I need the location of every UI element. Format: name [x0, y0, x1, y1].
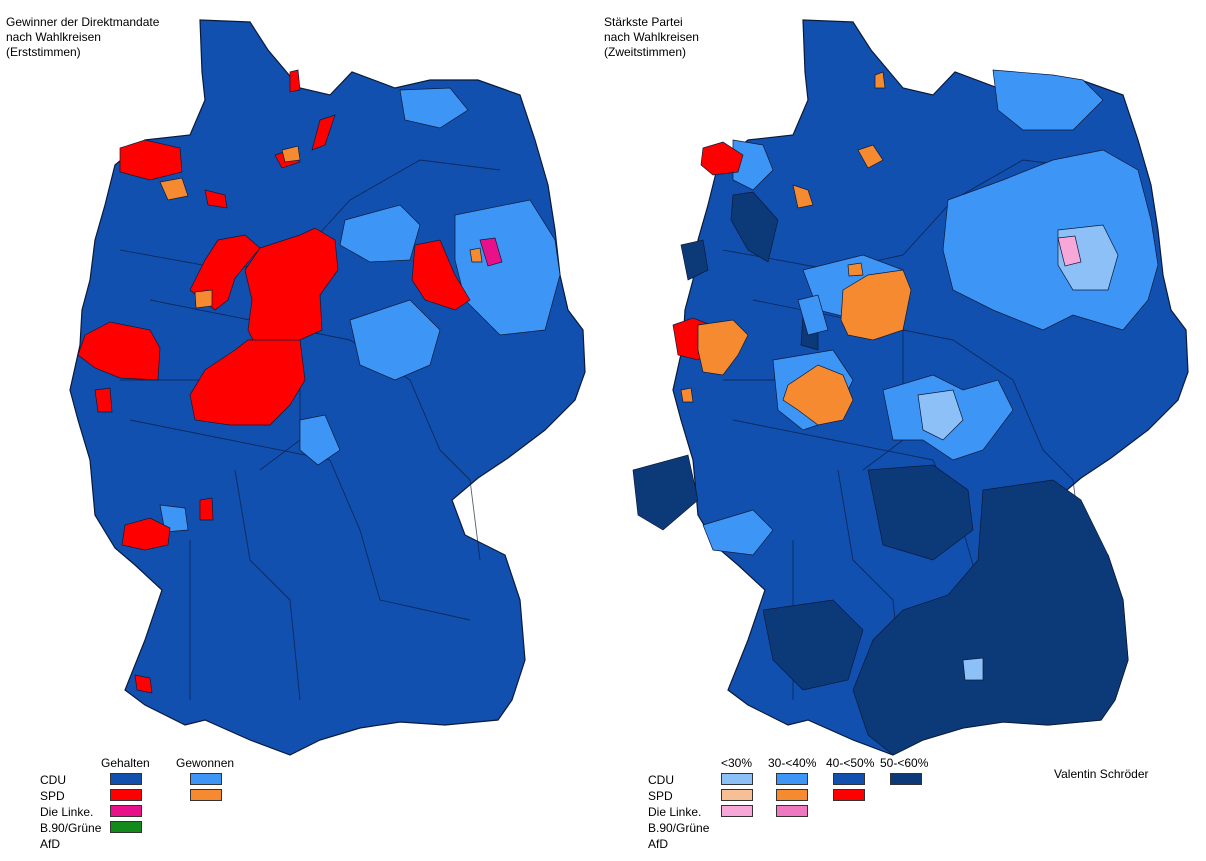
legend-swatch-spd-0 — [721, 789, 753, 801]
left-map-regions — [77, 69, 561, 694]
right-legend-party-gruene: B.90/Grüne — [648, 821, 710, 835]
left-legend-party-spd: SPD — [40, 789, 65, 803]
legend-swatch-spd-0 — [110, 789, 142, 801]
left-legend-header-held: Gehalten — [101, 756, 150, 770]
right-legend-header-50-60: 50-<60% — [880, 756, 929, 770]
right-map-regions — [632, 69, 1159, 756]
right-legend-party-linke: Die Linke. — [648, 805, 702, 819]
legend-swatch-die-linke--0 — [110, 805, 142, 817]
legend-swatch-cdu-3 — [890, 773, 922, 785]
right-constituency-map — [632, 19, 1189, 756]
legend-swatch-die-linke--0 — [721, 805, 753, 817]
right-legend-party-afd: AfD — [648, 837, 669, 851]
legend-swatch-cdu-1 — [190, 773, 222, 785]
left-legend-header-won: Gewonnen — [176, 756, 235, 770]
right-legend-header-40-50: 40-<50% — [826, 756, 875, 770]
right-map-title: Stärkste Partei nach Wahlkreisen (Zweits… — [604, 15, 699, 59]
left-map-title: Gewinner der Direktmandate nach Wahlkrei… — [6, 15, 160, 59]
legend-swatch-cdu-0 — [721, 773, 753, 785]
legend-swatch-die-linke--1 — [776, 805, 808, 817]
left-legend-party-linke: Die Linke. — [40, 805, 94, 819]
legend-swatch-spd-2 — [833, 789, 865, 801]
author-credit: Valentin Schröder — [1054, 767, 1149, 781]
right-legend-header-30-40: 30-<40% — [768, 756, 817, 770]
left-constituency-map — [69, 19, 586, 756]
right-legend-header-lt30: <30% — [721, 756, 753, 770]
legend-swatch-spd-1 — [190, 789, 222, 801]
legend-swatch-cdu-1 — [776, 773, 808, 785]
left-legend-party-gruene: B.90/Grüne — [40, 821, 102, 835]
legend-swatch-spd-1 — [776, 789, 808, 801]
germany-outline — [69, 19, 586, 756]
right-legend-party-spd: SPD — [648, 789, 673, 803]
legend-swatch-cdu-0 — [110, 773, 142, 785]
left-legend-party-cdu: CDU — [40, 773, 66, 787]
legend-swatch-b-90-gr-ne-0 — [110, 821, 142, 833]
left-legend-party-afd: AfD — [40, 837, 61, 851]
right-legend-party-cdu: CDU — [648, 773, 674, 787]
legend-swatch-cdu-2 — [833, 773, 865, 785]
